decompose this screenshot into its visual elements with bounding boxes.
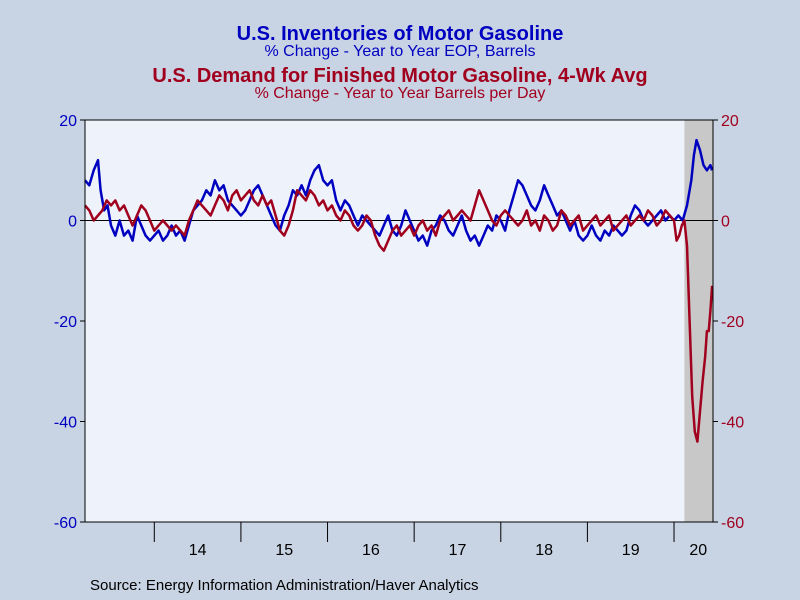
x-tick-label: 20 [689,542,707,559]
subtitle-inventories: % Change - Year to Year EOP, Barrels [265,43,536,60]
x-tick-label: 14 [189,542,207,559]
left-tick-label: -40 [54,415,77,432]
x-tick-label: 16 [362,542,380,559]
subtitle-demand: % Change - Year to Year Barrels per Day [255,85,546,102]
left-tick-label: 0 [68,214,77,231]
right-tick-label: -40 [721,415,744,432]
source-note: Source: Energy Information Administratio… [90,577,479,594]
x-tick-label: 18 [535,542,553,559]
left-tick-label: -60 [54,515,77,532]
right-tick-label: -60 [721,515,744,532]
left-tick-label: -20 [54,314,77,331]
x-tick-label: 17 [449,542,467,559]
series-line-demand [84,189,714,443]
title-inventories: U.S. Inventories of Motor Gasoline [237,23,564,45]
title-demand: U.S. Demand for Finished Motor Gasoline,… [152,65,647,87]
right-tick-label: -20 [721,314,744,331]
right-tick-label: 0 [721,214,730,231]
x-tick-label: 15 [275,542,293,559]
right-tick-label: 20 [721,113,739,130]
x-tick-label: 19 [622,542,640,559]
left-tick-label: 20 [59,113,77,130]
plot-area [84,119,714,523]
